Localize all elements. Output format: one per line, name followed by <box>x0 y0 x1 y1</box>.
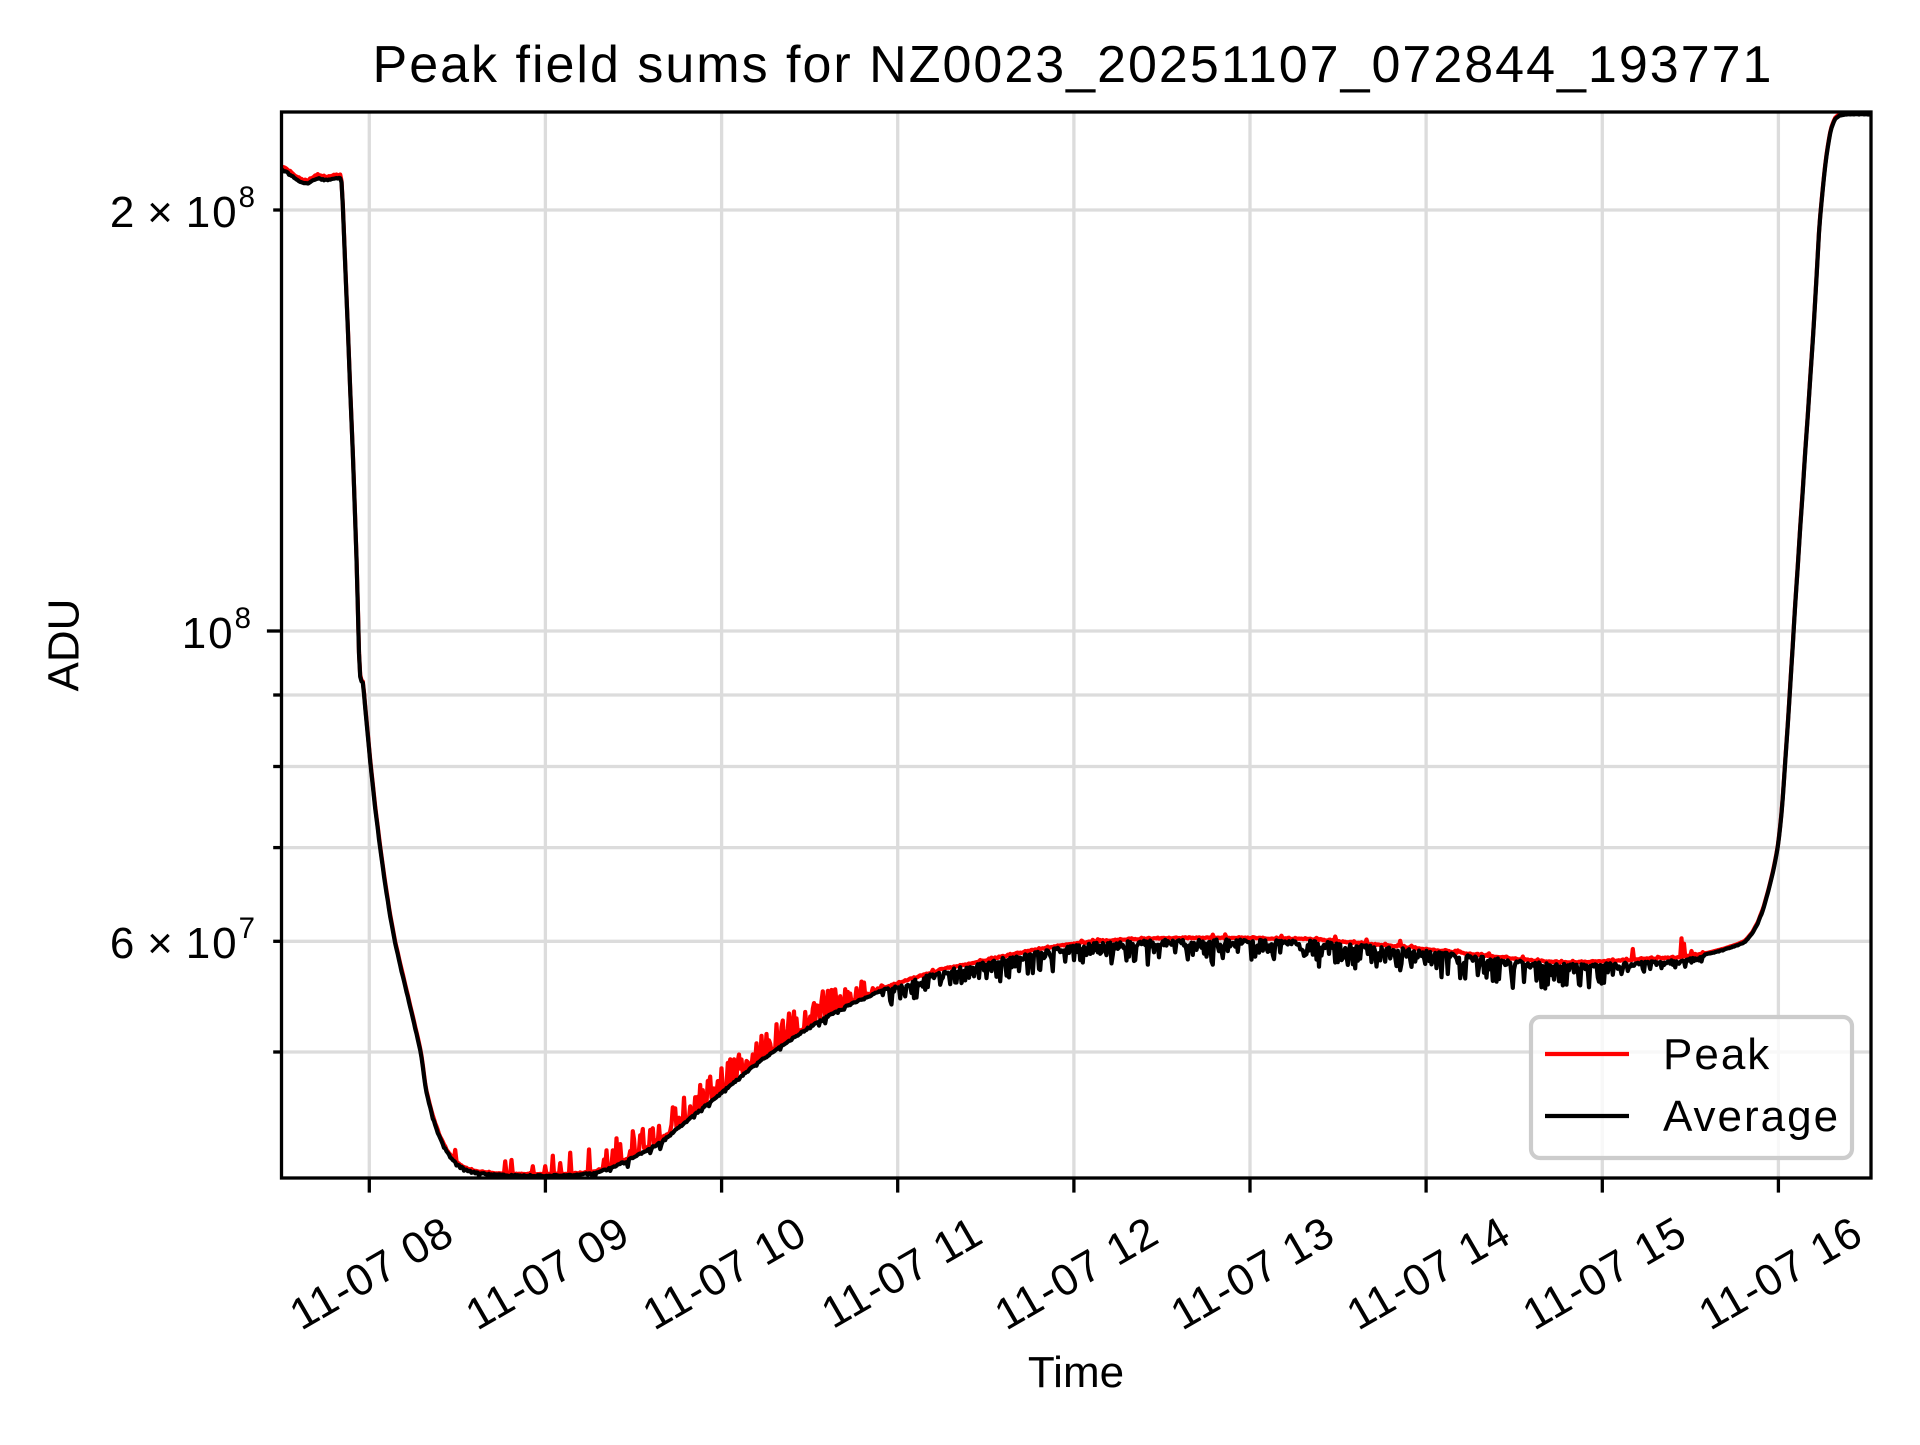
svg-text:Peak field sums for NZ0023_202: Peak field sums for NZ0023_20251107_0728… <box>373 36 1774 94</box>
svg-text:Average: Average <box>1663 1092 1840 1141</box>
svg-text:Time: Time <box>1028 1348 1124 1397</box>
svg-text:ADU: ADU <box>40 599 89 692</box>
svg-text:Peak: Peak <box>1663 1030 1771 1079</box>
svg-text:6 × 107: 6 × 107 <box>110 912 257 968</box>
svg-text:2 × 108: 2 × 108 <box>110 181 257 237</box>
